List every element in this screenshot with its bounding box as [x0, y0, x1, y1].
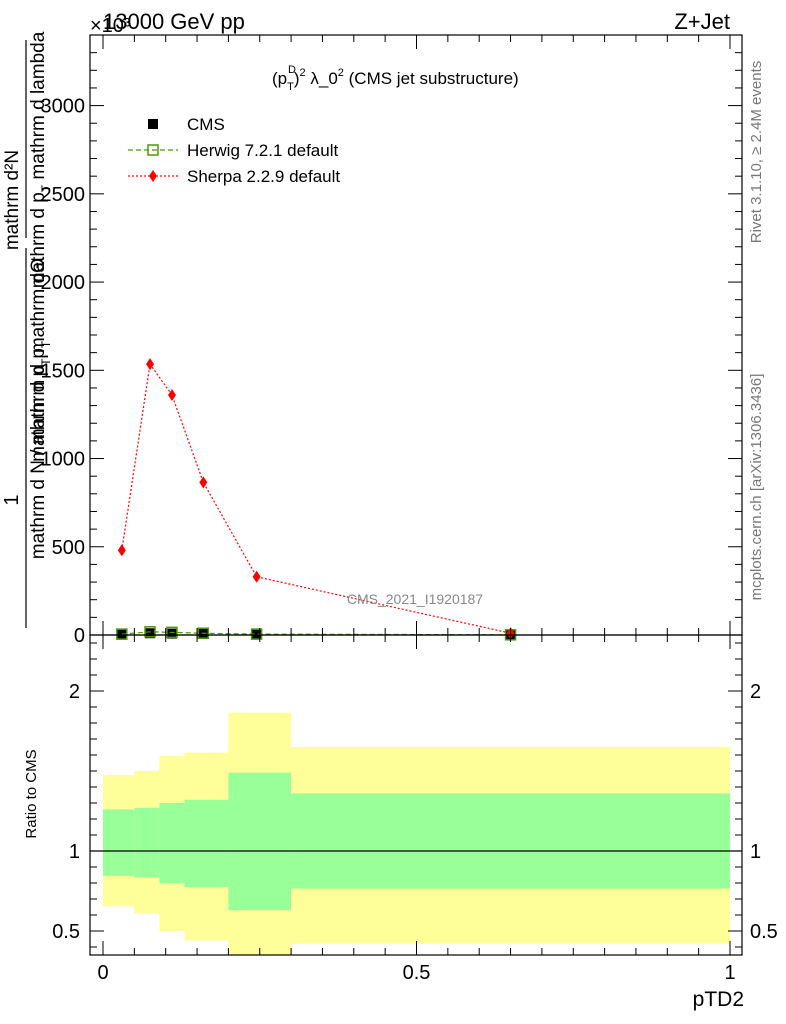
ratio-ytick-label-left-2: 2	[69, 681, 80, 703]
y-title-numerator-2: mathrm d²N	[2, 150, 23, 250]
ratio-inner-band-3	[184, 799, 229, 887]
series-1-point-4	[250, 628, 263, 640]
main-ytick-label-6: 3000	[41, 96, 86, 118]
series-0-point-2	[166, 628, 177, 639]
legend: CMS Herwig 7.2.1 default Sherpa 2.2.9 defa…	[128, 115, 340, 186]
ratio-inner-band-4	[228, 772, 292, 911]
series-1-point-3	[197, 627, 210, 639]
ratio-ytick-label-left-0: 0.5	[52, 921, 80, 943]
y-title-numerator-1: 1	[1, 494, 23, 505]
main-ytick-label-5: 2500	[41, 184, 86, 206]
ratio-inner-band-1	[134, 807, 160, 878]
axes: 0 500 1000 1500 2000 2500 3000 0 0.5 1 0.5 0.5 1 1 2 2	[41, 34, 778, 984]
xtick-label-1: 0.5	[403, 962, 431, 984]
y-title-denominator-1: mathrm d N / mathrm d pT	[28, 340, 53, 559]
ratio-ytick-label-right-1: 1	[750, 841, 761, 863]
series-0-point-1	[145, 628, 156, 639]
series-0-point-3	[198, 628, 209, 639]
main-ytick-label-4: 2000	[41, 272, 86, 294]
legend-marker-1	[147, 144, 159, 156]
main-ytick-label-2: 1000	[41, 449, 86, 471]
ratio-ylabel: Ratio to CMS	[23, 749, 40, 838]
ratio-ytick-label-left-1: 1	[69, 841, 80, 863]
y-title-stacked: mathrm d pT mathrm dΘ	[28, 258, 53, 462]
series-2-point-3	[199, 476, 208, 489]
series-1-point-2	[166, 626, 178, 639]
ratio-ytick-label-right-0: 0.5	[750, 921, 778, 943]
series-1	[116, 626, 517, 641]
header-right: Z+Jet	[674, 9, 730, 34]
plot-title: (pT)2 λ_02 (CMS jet substructure)	[272, 67, 519, 93]
legend-marker-2	[149, 170, 157, 182]
legend-label-2: Sherpa 2.2.9 default	[187, 167, 340, 186]
main-series	[116, 358, 517, 641]
series-2-point-0	[117, 544, 126, 557]
legend-marker-0	[148, 119, 158, 129]
x-axis-label: pTD2	[693, 988, 744, 1011]
xtick-label-2: 1	[724, 962, 735, 984]
series-line-1	[121, 631, 511, 636]
y-exponent: ×10³	[90, 15, 131, 37]
series-1-point-1	[144, 626, 156, 638]
main-ytick-label-0: 0	[74, 625, 85, 647]
series-line-2	[121, 362, 511, 634]
rivet-label: Rivet 3.1.10, ≥ 2.4M events	[748, 61, 765, 244]
watermark: CMS_2021_I1920187	[347, 591, 483, 607]
series-2-point-4	[252, 570, 261, 583]
plot-title-sup-d: D	[288, 64, 296, 76]
mcplots-label: mcplots.cern.ch [arXiv:1306.3436]	[748, 374, 765, 601]
y-axis-title: 1 mathrm d N / mathrm d pT mathrm d²N ma…	[1, 31, 53, 628]
legend-label-1: Herwig 7.2.1 default	[187, 141, 338, 160]
ratio-bands	[90, 712, 742, 955]
ratio-inner-band-2	[159, 803, 185, 883]
xtick-label-0: 0	[97, 962, 108, 984]
main-ytick-label-1: 500	[52, 537, 85, 559]
series-2-point-1	[146, 358, 155, 371]
ratio-ytick-label-right-2: 2	[750, 681, 761, 703]
legend-label-0: CMS	[187, 115, 225, 134]
ratio-inner-band-5	[291, 793, 730, 889]
ratio-inner-band-0	[103, 809, 135, 876]
series-0-point-4	[251, 629, 262, 640]
main-ytick-label-3: 1500	[41, 360, 86, 382]
y-title-denominator-2: mathrm d pT mathrm d lambda	[28, 31, 53, 288]
header-left: 13000 GeV pp	[103, 9, 245, 34]
series-1-point-0	[116, 628, 128, 640]
series-2-point-2	[167, 389, 176, 401]
